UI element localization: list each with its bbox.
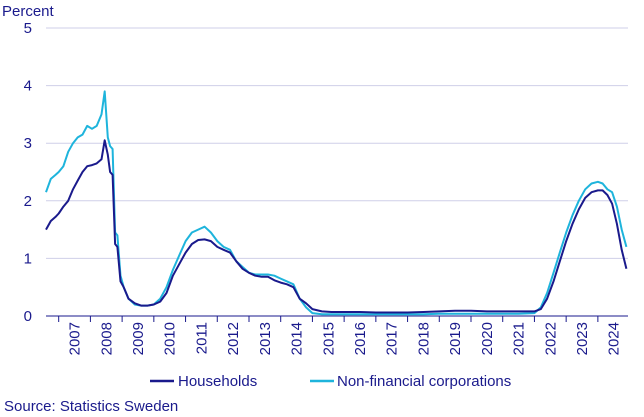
x-tick-label: 2022 (542, 322, 559, 355)
x-tick-label: 2008 (98, 322, 115, 355)
series-line-households (45, 139, 628, 314)
legend-label-1: Non-financial corporations (337, 373, 511, 390)
y-tick-label: 5 (24, 20, 32, 37)
y-tick-label: 2 (24, 193, 32, 210)
x-axis: 2007 2008 2009 2010 2011 2012 2013 2014 2015 2016… (58, 316, 623, 355)
x-tick-label: 2018 (415, 322, 432, 355)
y-tick-label: 4 (24, 78, 32, 95)
gridlines (46, 27, 628, 317)
legend: Households Non-financial corporations (150, 373, 511, 390)
x-tick-label: 2019 (447, 322, 464, 355)
x-tick-label: 2020 (479, 322, 496, 355)
source-note: Source: Statistics Sweden (4, 398, 178, 415)
series-lines (45, 90, 628, 316)
y-tick-label: 3 (24, 135, 32, 152)
x-tick-label: 2016 (352, 322, 369, 355)
x-tick-label: 2013 (257, 322, 274, 355)
x-tick-label: 2024 (606, 322, 623, 355)
series-line-non-financial-corporations (45, 90, 628, 316)
x-tick-label: 2012 (225, 322, 242, 355)
x-tick-label: 2010 (162, 322, 179, 355)
x-tick-label: 2023 (574, 322, 591, 355)
y-tick-label: 1 (24, 250, 32, 267)
x-tick-label: 2015 (320, 322, 337, 355)
x-tick-label: 2011 (193, 322, 210, 354)
x-tick-label: 2007 (67, 322, 84, 355)
y-tick-label: 0 (24, 308, 32, 325)
y-axis-label: Percent (2, 3, 55, 20)
x-tick-label: 2017 (384, 322, 401, 355)
legend-label-0: Households (178, 373, 257, 390)
x-tick-label: 2014 (289, 322, 306, 355)
x-tick-label: 2009 (130, 322, 147, 355)
y-axis-ticks: 0 1 2 3 4 5 (24, 20, 32, 325)
x-tick-label: 2021 (511, 322, 528, 355)
